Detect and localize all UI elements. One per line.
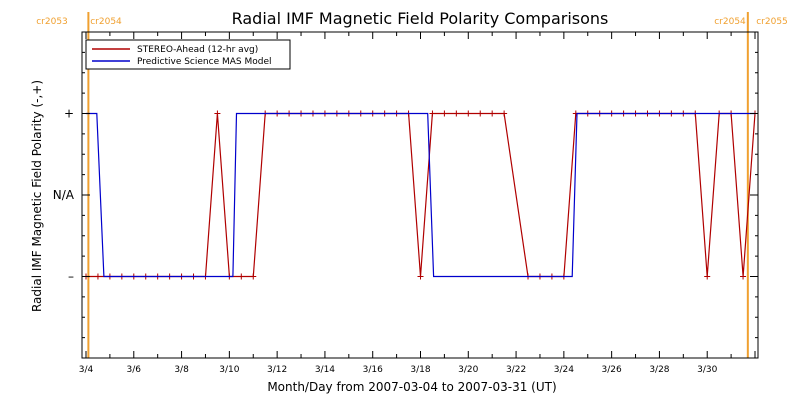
y-axis-label: Radial IMF Magnetic Field Polarity (-,+) — [30, 80, 44, 312]
y-tick-label: – — [68, 270, 74, 284]
y-tick-labels: + N/A – — [53, 107, 75, 284]
x-tick-labels: 3/4 3/6 3/8 3/10 3/12 3/14 3/16 3/18 3/20 3/22 3/2… — [79, 365, 718, 375]
x-tick-label: 3/14 — [315, 365, 335, 375]
x-tick-label: 3/30 — [697, 365, 717, 375]
plot-frame — [81, 31, 759, 359]
x-tick-label: 3/8 — [174, 365, 189, 375]
legend: STEREO-Ahead (12-hr avg) Predictive Scie… — [85, 39, 291, 70]
stereo-data-point — [453, 110, 460, 117]
stereo-data-point — [94, 273, 101, 280]
x-tick-label: 3/26 — [602, 365, 622, 375]
x-tick-label: 3/24 — [554, 365, 574, 375]
x-tick-label: 3/18 — [410, 365, 430, 375]
legend-entry-model: Predictive Science MAS Model — [137, 57, 272, 67]
carrington-label-left: cr2053 — [36, 17, 68, 27]
stereo-data-point — [465, 110, 472, 117]
x-tick-label: 3/12 — [267, 365, 287, 375]
stereo-data-point — [238, 273, 245, 280]
y-tick-label: + — [64, 107, 74, 121]
model-series-line — [86, 112, 755, 278]
stereo-data-point — [214, 110, 221, 117]
x-tick-label: 3/6 — [127, 365, 142, 375]
stereo-data-point — [250, 273, 257, 280]
stereo-data-point — [417, 273, 424, 280]
stereo-data-point — [489, 110, 496, 117]
stereo-data-point — [477, 110, 484, 117]
x-tick-label: 3/22 — [506, 365, 526, 375]
carrington-label-left-next: cr2054 — [90, 17, 122, 27]
x-tick-label: 3/28 — [649, 365, 669, 375]
stereo-data-point — [704, 273, 711, 280]
y-tick-label: N/A — [53, 188, 75, 202]
axes — [81, 31, 759, 359]
carrington-label-right: cr2054 — [714, 17, 746, 27]
stereo-series-line — [86, 112, 756, 278]
chart-title: Radial IMF Magnetic Field Polarity Compa… — [232, 9, 609, 28]
stereo-data-point — [501, 110, 508, 117]
legend-entry-stereo: STEREO-Ahead (12-hr avg) — [137, 45, 258, 55]
plot-area — [83, 12, 758, 358]
x-axis-label: Month/Day from 2007-03-04 to 2007-03-31 … — [267, 380, 556, 394]
legend-box — [85, 39, 291, 70]
stereo-data-point — [740, 273, 747, 280]
x-tick-label: 3/20 — [458, 365, 478, 375]
x-tick-label: 3/4 — [79, 365, 94, 375]
x-tick-label: 3/10 — [219, 365, 239, 375]
stereo-data-point — [429, 110, 436, 117]
x-tick-label: 3/16 — [363, 365, 383, 375]
carrington-label-right-next: cr2055 — [756, 17, 788, 27]
stereo-data-point — [441, 110, 448, 117]
